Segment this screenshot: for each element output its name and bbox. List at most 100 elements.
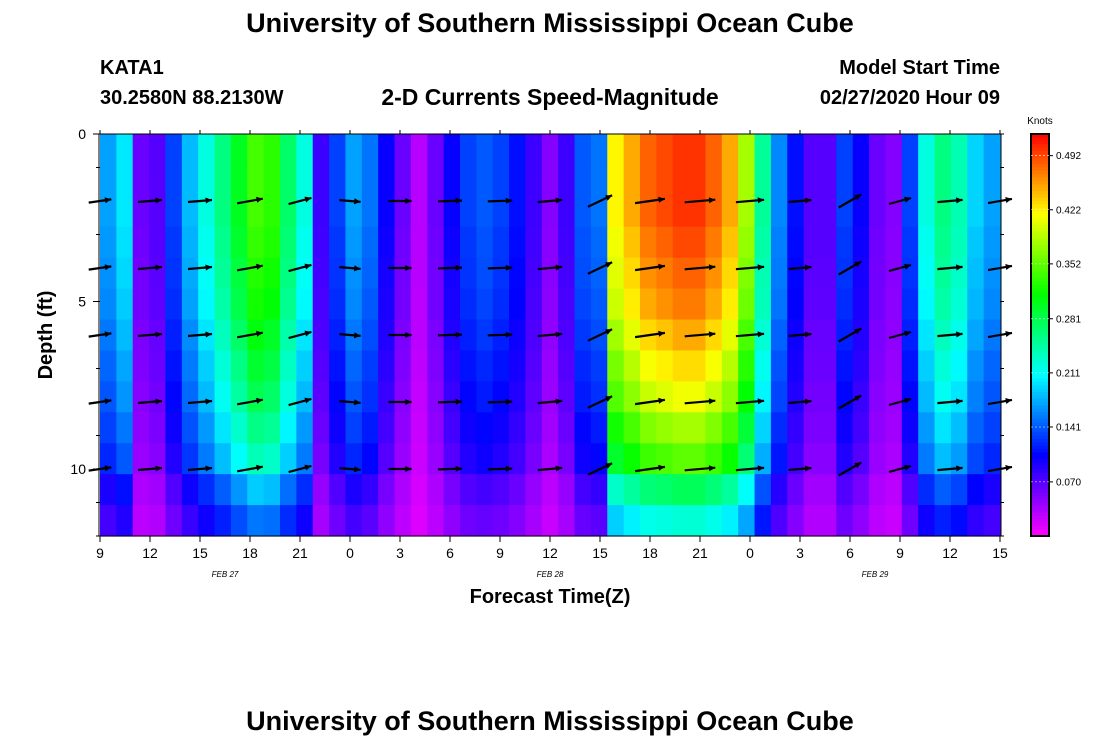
heat-cell [558, 164, 576, 197]
heat-cell [640, 288, 657, 321]
heat-cell [803, 226, 821, 259]
current-arrowhead [804, 197, 812, 204]
colorbar-segment [1031, 288, 1049, 293]
heat-cell [836, 350, 854, 382]
station-id: KATA1 [100, 57, 164, 79]
heat-cell [378, 443, 396, 475]
heat-cell [460, 257, 477, 290]
heat-cell [116, 443, 134, 475]
heat-cell [721, 474, 739, 506]
colorbar-segment [1031, 412, 1049, 416]
heat-cell [721, 319, 739, 352]
heat-cell [934, 474, 952, 506]
current-arrowhead [956, 331, 963, 338]
heat-cell [116, 257, 134, 290]
heat-cell [820, 164, 837, 197]
heat-cell [214, 350, 232, 382]
heat-cell [132, 257, 150, 290]
heat-cell [100, 226, 117, 259]
heat-cell [230, 195, 248, 228]
heat-cell [280, 195, 297, 228]
current-arrowhead [1005, 331, 1012, 337]
current-arrowhead [956, 398, 963, 405]
current-arrowhead [757, 465, 765, 472]
current-arrowhead [804, 331, 812, 338]
heat-cell [820, 443, 837, 475]
heat-cell [803, 257, 821, 290]
x-tick-label: 6 [846, 545, 854, 561]
heat-cell [869, 474, 887, 506]
current-arrowhead [854, 328, 862, 335]
heat-cell [198, 164, 216, 197]
heat-cell [132, 164, 150, 197]
heat-cell [214, 505, 232, 537]
heat-cell [116, 134, 134, 166]
heat-cell [312, 134, 330, 166]
heat-cell [181, 505, 199, 537]
current-arrowhead [455, 197, 462, 204]
heat-cell [574, 164, 592, 197]
heat-cell [198, 195, 216, 228]
heat-cell [460, 505, 477, 537]
heat-cell [623, 319, 641, 352]
heat-cell [820, 134, 837, 166]
heat-cell [738, 226, 756, 259]
heat-cell [296, 319, 314, 352]
heat-cell [558, 350, 576, 382]
heat-cell [705, 474, 723, 506]
date-labels: FEB 27 FEB 28 FEB 29 [212, 570, 889, 579]
heat-cell [754, 412, 772, 444]
heat-cell [950, 288, 968, 321]
heat-cell [705, 226, 723, 259]
heat-cell [983, 505, 1001, 537]
heat-cell [247, 164, 265, 197]
heat-cell [787, 134, 805, 166]
heat-cell [378, 134, 396, 166]
heat-cell [427, 257, 445, 290]
heat-cell [770, 474, 788, 506]
colorbar-segment [1031, 150, 1049, 155]
heat-cell [689, 195, 707, 228]
heat-cell [476, 164, 494, 197]
heat-cell [427, 319, 445, 352]
heat-cell [836, 164, 854, 197]
heat-cell [525, 505, 543, 537]
heat-cell [427, 226, 445, 259]
colorbar-segment [1031, 405, 1049, 410]
heat-cell [100, 505, 117, 537]
colorbar-segment [1031, 134, 1049, 138]
heat-cell [754, 226, 772, 259]
current-arrowhead [658, 397, 665, 404]
heat-cell [885, 443, 903, 475]
colorbar-segment [1031, 321, 1049, 326]
heat-cell [787, 164, 805, 197]
heat-cell [149, 474, 167, 506]
heat-cell [689, 226, 707, 259]
x-tick-label: 9 [96, 545, 104, 561]
heat-cell [787, 226, 805, 259]
heat-cell [558, 381, 576, 413]
heat-cell [738, 195, 756, 228]
colorbar-segment [1031, 328, 1049, 333]
colorbar-tick-label: 0.070 [1056, 477, 1081, 488]
heat-cell [656, 226, 674, 259]
colorbar-segment [1031, 311, 1049, 316]
heat-cell [983, 257, 1001, 290]
colorbar-segment [1031, 485, 1049, 490]
colorbar-segment [1031, 452, 1049, 457]
heat-cell [198, 350, 216, 382]
heat-cell [541, 443, 559, 475]
heat-cell [378, 412, 396, 444]
chart-subtitle: 2-D Currents Speed-Magnitude [381, 84, 719, 110]
heat-cell [574, 443, 592, 475]
heat-cell [214, 134, 232, 166]
current-arrowhead [354, 265, 361, 272]
heat-cell [280, 319, 297, 352]
heat-cell [492, 505, 510, 537]
heat-cell [214, 474, 232, 506]
heat-cell [198, 505, 216, 537]
colorbar-segment [1031, 499, 1049, 504]
current-arrowhead [104, 465, 112, 472]
heat-cell [869, 350, 887, 382]
heat-cell [312, 257, 330, 290]
